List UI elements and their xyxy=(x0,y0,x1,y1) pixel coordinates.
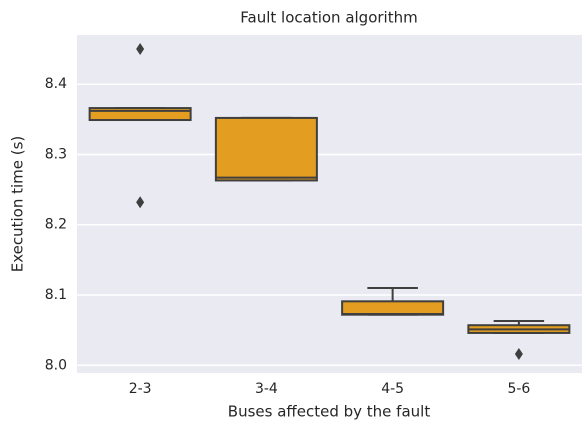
x-axis-label: Buses affected by the fault xyxy=(228,403,431,421)
x-tick-label: 3-4 xyxy=(255,381,278,397)
y-tick-label: 8.2 xyxy=(45,217,67,233)
plot-area xyxy=(77,35,582,373)
x-tick-label: 5-6 xyxy=(507,381,530,397)
marks xyxy=(88,43,571,361)
x-tick-label: 2-3 xyxy=(129,381,152,397)
box xyxy=(88,107,192,122)
y-tick-label: 8.1 xyxy=(45,287,67,303)
y-tick-label: 8.3 xyxy=(45,146,67,162)
y-axis-label: Execution time (s) xyxy=(9,136,27,273)
chart-title: Fault location algorithm xyxy=(240,9,417,27)
box xyxy=(341,300,445,316)
outlier xyxy=(514,348,523,361)
box xyxy=(214,116,318,182)
grid xyxy=(77,83,582,367)
outlier xyxy=(136,43,145,56)
outlier xyxy=(136,196,145,209)
y-tick-label: 8.0 xyxy=(45,357,67,373)
x-tick-label: 4-5 xyxy=(381,381,404,397)
y-tick-label: 8.4 xyxy=(45,76,67,92)
